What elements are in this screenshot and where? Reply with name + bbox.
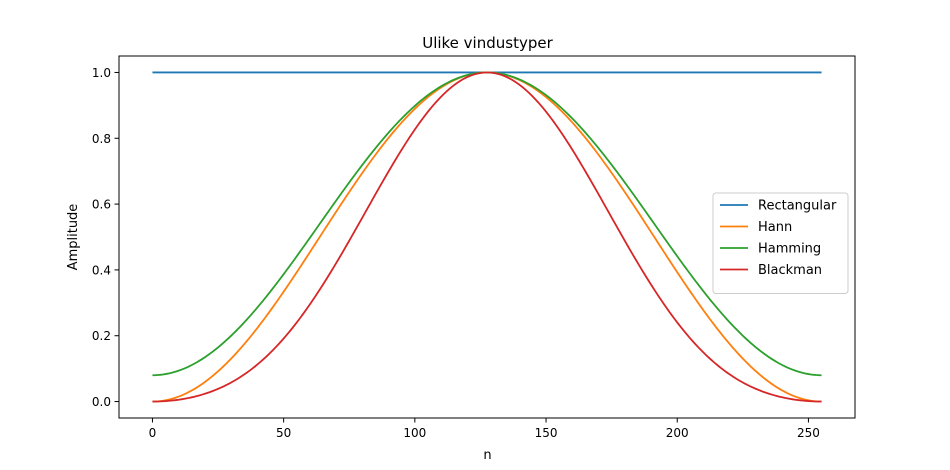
y-axis: 0.0 0.2 0.4 0.6 0.8 1.0 <box>92 66 119 409</box>
legend-label-hamming: Hamming <box>758 242 821 257</box>
y-tick-label: 1.0 <box>92 66 111 80</box>
legend-box <box>712 192 849 294</box>
x-tick-label: 150 <box>535 426 558 440</box>
x-tick-label: 0 <box>149 426 157 440</box>
y-tick-label: 0.0 <box>92 395 111 409</box>
y-tick-label: 0.8 <box>92 132 111 146</box>
series-line-blackman <box>152 71 822 403</box>
y-tick-label: 0.6 <box>92 198 111 212</box>
chart-title: Ulike vindustyper <box>422 34 553 52</box>
x-tick-label: 250 <box>797 426 820 440</box>
legend: Rectangular Hann Hamming Blackman <box>712 192 849 294</box>
plot-lines <box>152 71 822 403</box>
plot-frame <box>118 55 856 419</box>
x-axis-label: n <box>483 448 491 463</box>
legend-label-rectangular: Rectangular <box>758 199 837 214</box>
y-axis-label: Amplitude <box>66 204 81 271</box>
x-tick-label: 50 <box>276 426 291 440</box>
x-axis: 0 50 100 150 200 250 <box>149 418 820 440</box>
x-tick-label: 200 <box>666 426 689 440</box>
y-tick-label: 0.4 <box>92 263 111 277</box>
x-tick-label: 100 <box>403 426 426 440</box>
legend-label-hann: Hann <box>758 220 792 235</box>
y-tick-label: 0.2 <box>92 329 111 343</box>
legend-label-blackman: Blackman <box>758 263 822 278</box>
